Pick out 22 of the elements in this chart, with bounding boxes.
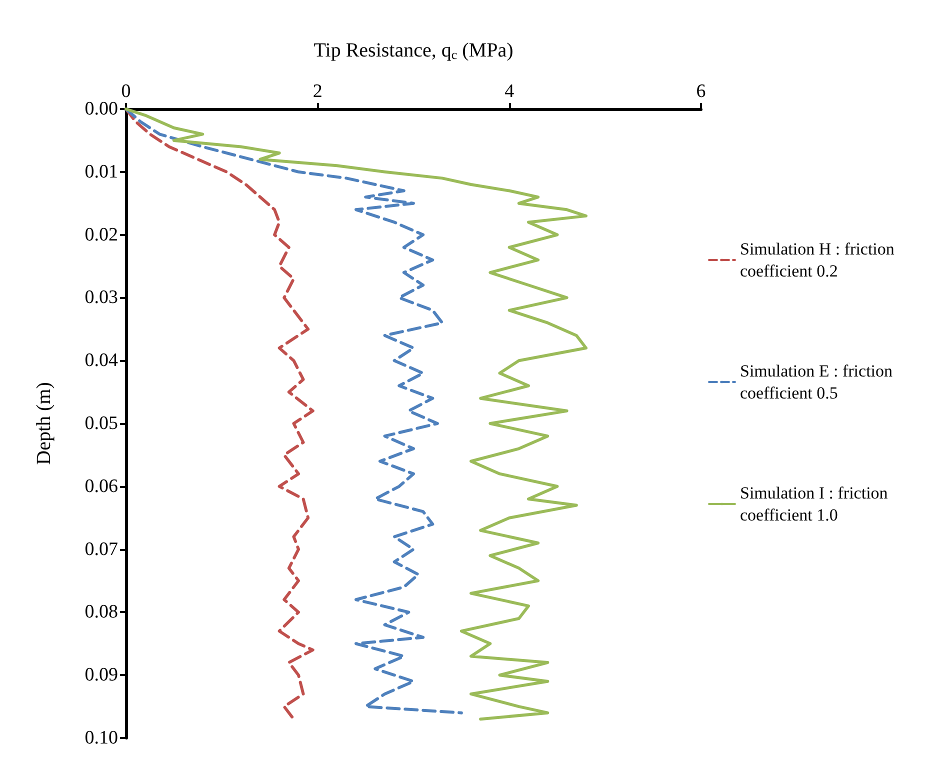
y-tick-label: 0.09 (84, 664, 118, 686)
legend-label: Simulation H : friction coefficient 0.2 (740, 240, 899, 280)
y-tick-label: 0.07 (84, 538, 118, 560)
x-tick-label: 2 (312, 81, 322, 102)
line-series (124, 108, 588, 721)
x-tick-label: 4 (504, 81, 515, 102)
y-tick-label: 0.06 (84, 476, 118, 497)
y-tick-label: 0.10 (84, 728, 118, 748)
y-tick-label: 0.01 (84, 161, 118, 182)
x-tick-label: 0 (121, 81, 131, 102)
y-axis-title: Depth (m) (33, 382, 55, 465)
y-tick-label: 0.04 (84, 350, 118, 372)
y-tick-label: 0.00 (84, 98, 118, 120)
line-series (124, 108, 463, 714)
y-tick-label: 0.02 (84, 224, 118, 246)
y-tick-label: 0.08 (84, 602, 118, 623)
y-tick-label: 0.03 (84, 287, 118, 308)
x-tick-label: 6 (696, 81, 706, 102)
y-tick-label: 0.05 (84, 413, 118, 434)
legend-label: Simulation I : friction coefficient 1.0 (740, 484, 892, 524)
x-axis-title: Tip Resistance, qc (MPa) (314, 40, 514, 62)
legend-label: Simulation E : friction coefficient 0.5 (740, 362, 897, 402)
